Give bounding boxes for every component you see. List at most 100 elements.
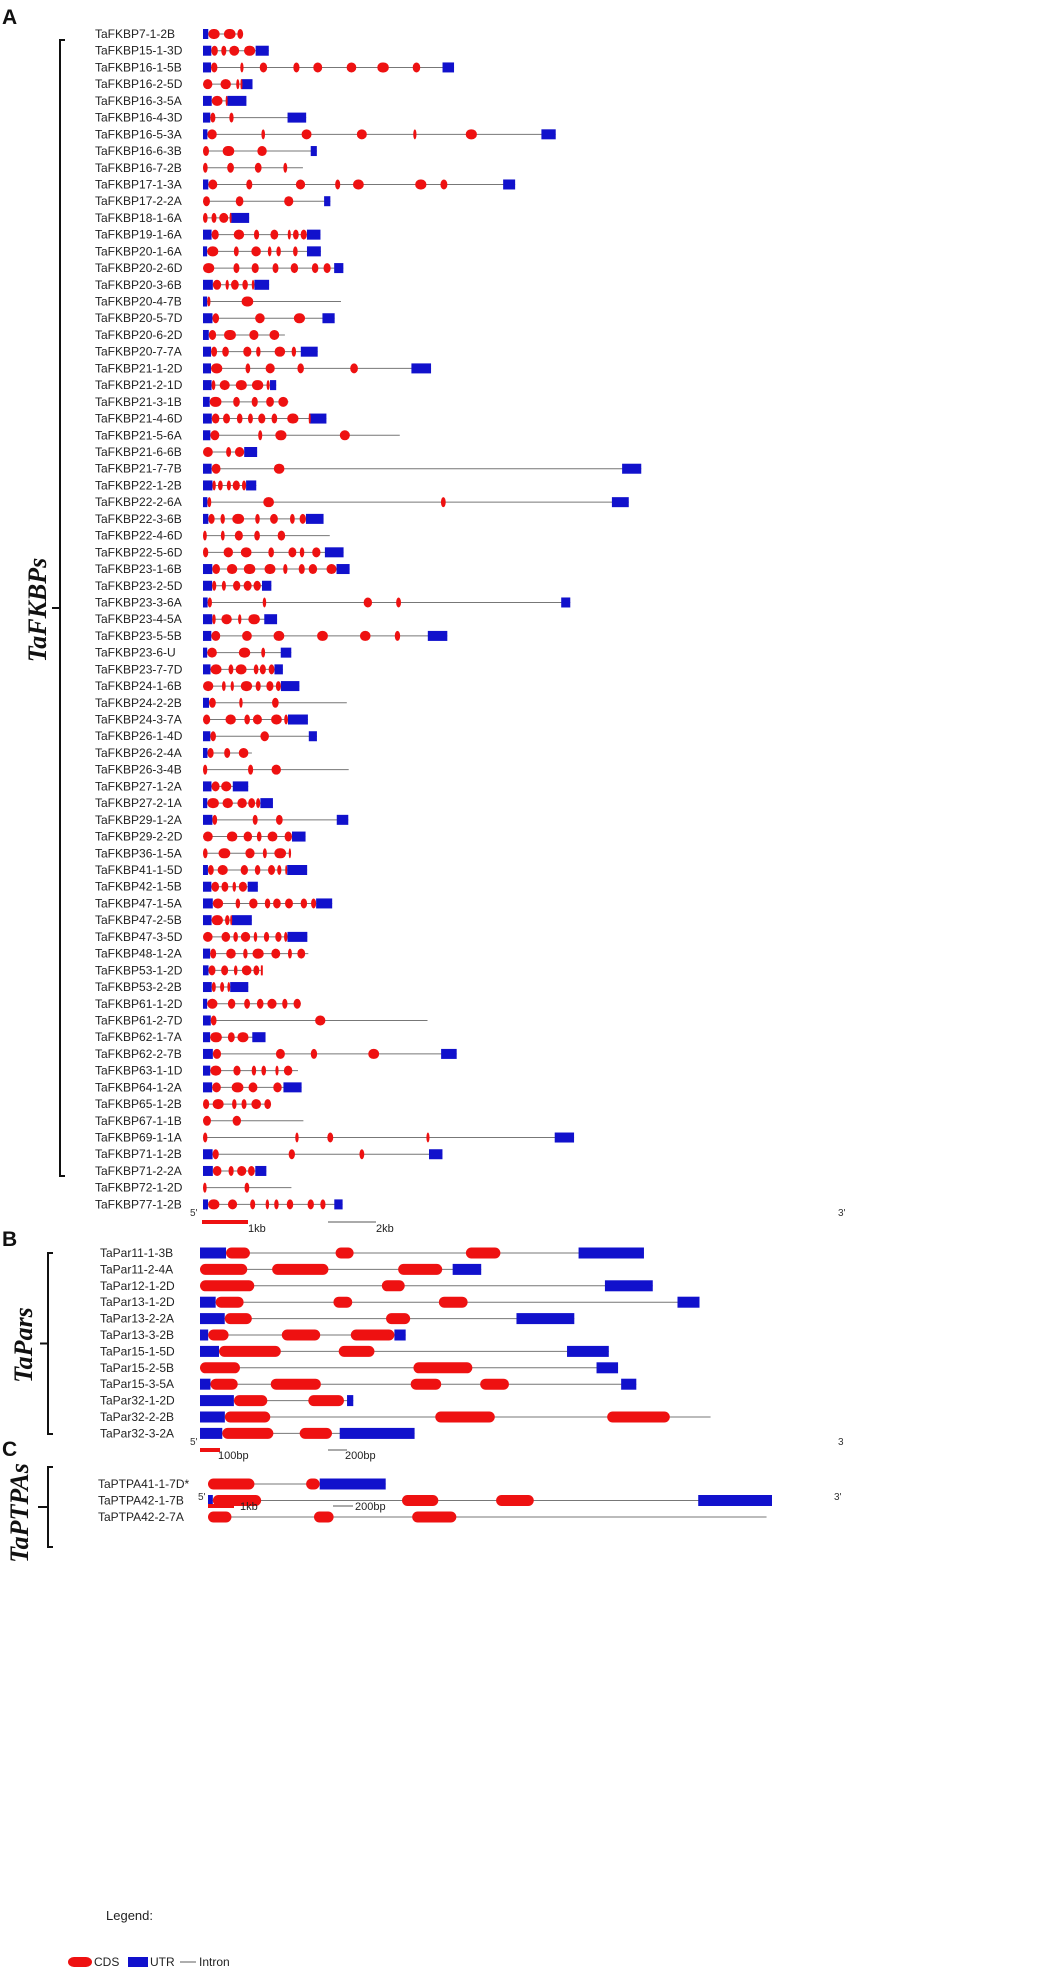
utr-block xyxy=(305,513,324,524)
gene-label: TaFKBP20-4-7B xyxy=(95,295,182,309)
cds-block xyxy=(394,630,401,641)
gene-label: TaPar11-1-3B xyxy=(100,1246,173,1260)
gene-row: TaFKBP22-3-6B xyxy=(95,512,324,526)
cds-block xyxy=(224,1411,271,1423)
cds-block xyxy=(426,1132,430,1143)
cds-block xyxy=(263,931,270,942)
cds-block xyxy=(209,697,216,708)
cds-block xyxy=(293,62,300,73)
utr-block xyxy=(208,1495,213,1506)
cds-block xyxy=(287,948,292,959)
utr-block xyxy=(203,29,209,39)
panel-b-scale-label-100bp: 100bp xyxy=(218,1450,249,1462)
gene-row: TaFKBP21-4-6D xyxy=(95,412,327,426)
gene-row: TaFKBP23-3-6A xyxy=(95,595,571,609)
gene-label: TaFKBP62-2-7B xyxy=(95,1047,182,1061)
cds-block xyxy=(243,45,256,56)
cds-block xyxy=(210,430,220,441)
cds-block xyxy=(254,530,260,541)
gene-label: TaFKBP20-6-2D xyxy=(95,328,183,342)
utr-block xyxy=(230,982,249,993)
cds-block xyxy=(273,1082,282,1093)
cds-block xyxy=(219,380,230,391)
cds-block xyxy=(211,95,223,106)
cds-block xyxy=(346,62,357,73)
gene-row: TaFKBP71-1-2B xyxy=(95,1147,443,1161)
cds-block xyxy=(260,965,263,976)
utr-block xyxy=(247,881,258,892)
utr-block xyxy=(203,865,208,875)
cds-block xyxy=(253,965,260,976)
utr-block xyxy=(203,1165,213,1176)
cds-block xyxy=(230,915,233,926)
gene-row: TaFKBP23-6-U xyxy=(95,646,292,660)
cds-block xyxy=(212,1495,262,1506)
panel-a-five-prime-label: 5' xyxy=(190,1208,198,1219)
cds-block xyxy=(233,931,238,942)
cds-block xyxy=(212,313,220,324)
gene-row: TaFKBP47-3-5D xyxy=(95,930,308,944)
cds-block xyxy=(264,1099,272,1110)
gene-label: TaFKBP23-6-U xyxy=(95,646,176,660)
utr-block xyxy=(200,1427,223,1439)
cds-block xyxy=(261,647,266,658)
cds-block xyxy=(212,614,216,625)
cds-block xyxy=(308,1395,345,1407)
gene-label: TaFKBP63-1-1D xyxy=(95,1064,183,1078)
cds-block xyxy=(227,1032,235,1043)
cds-block xyxy=(248,614,260,625)
gene-label: TaFKBP42-1-5B xyxy=(95,880,182,894)
utr-block xyxy=(200,1296,216,1308)
utr-block xyxy=(203,246,208,257)
panel-a-gene-tracks: TaFKBP7-1-2B TaFKBP15-1-3D TaFKBP16-1-5B Ta… xyxy=(95,27,642,1211)
cds-block xyxy=(435,1411,495,1423)
cds-block xyxy=(203,146,210,157)
legend-utr-label: UTR xyxy=(150,1955,175,1969)
cds-block xyxy=(223,29,236,39)
cds-block xyxy=(251,1065,257,1076)
utr-block xyxy=(203,965,209,976)
gene-label: TaFKBP23-1-6B xyxy=(95,562,182,576)
cds-block xyxy=(227,998,236,1009)
utr-block xyxy=(441,1048,457,1059)
cds-block xyxy=(211,881,220,892)
gene-row: TaFKBP24-3-7A xyxy=(95,713,308,727)
cds-block xyxy=(233,1065,241,1076)
gene-row: TaFKBP23-7-7D xyxy=(95,662,283,676)
cds-block xyxy=(218,1345,281,1357)
cds-block xyxy=(209,396,222,407)
cds-block xyxy=(251,1099,262,1110)
cds-block xyxy=(222,346,229,357)
gene-label: TaPar12-1-2D xyxy=(100,1279,175,1293)
cds-block xyxy=(238,647,251,658)
cds-block xyxy=(220,79,231,90)
gene-label: TaFKBP36-1-5A xyxy=(95,846,182,860)
cds-block xyxy=(211,781,220,792)
cds-block xyxy=(258,413,266,424)
gene-label: TaFKBP23-2-5D xyxy=(95,579,183,593)
cds-block xyxy=(288,547,297,558)
cds-block xyxy=(225,714,236,725)
cds-block xyxy=(200,1280,255,1292)
cds-block xyxy=(259,664,266,675)
gene-row: TaPTPA41-1-7D* xyxy=(98,1477,386,1491)
cds-block xyxy=(253,664,259,675)
cds-block xyxy=(311,898,317,909)
cds-block xyxy=(203,547,209,558)
gene-row: TaPTPA42-2-7A xyxy=(98,1510,767,1524)
cds-block xyxy=(203,1182,207,1193)
utr-block xyxy=(203,697,210,708)
gene-row: TaFKBP23-4-5A xyxy=(95,612,278,626)
cds-block xyxy=(244,998,251,1009)
cds-block xyxy=(291,346,297,357)
gene-label: TaFKBP21-5-6A xyxy=(95,428,182,442)
cds-block xyxy=(212,480,216,491)
cds-block xyxy=(226,480,231,491)
cds-block xyxy=(221,580,226,591)
gene-label: TaFKBP16-1-5B xyxy=(95,60,182,74)
cds-block xyxy=(237,798,247,809)
utr-block xyxy=(203,346,212,357)
utr-block xyxy=(427,630,448,641)
utr-block xyxy=(203,396,210,407)
utr-block xyxy=(442,62,455,73)
